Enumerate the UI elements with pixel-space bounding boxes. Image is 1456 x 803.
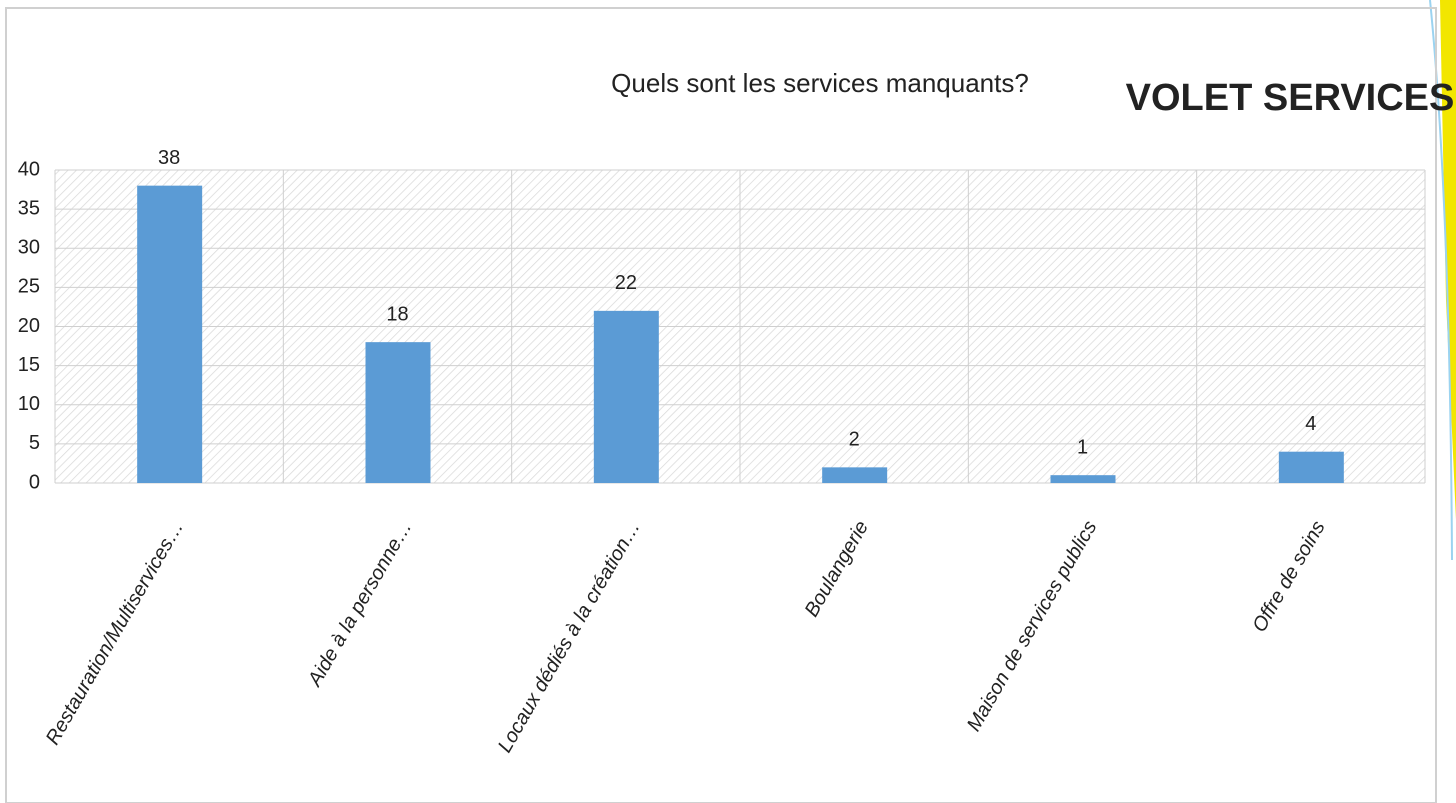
data-label: 38 [158,147,180,169]
bar [1278,451,1344,483]
x-tick-label: Aide à la personne… [303,517,416,691]
y-tick-label: 15 [18,354,40,376]
x-tick-label: Maison de services publics [963,517,1102,735]
bar [593,310,659,483]
bar [822,467,888,483]
header: VOLET SERVICES [1126,77,1455,119]
data-label: 18 [386,303,408,325]
data-label: 22 [615,272,637,294]
y-tick-label: 25 [18,276,40,298]
frame [5,7,1437,803]
y-tick-label: 30 [18,237,40,259]
x-tick-label: Boulangerie [801,517,873,620]
y-tick-label: 0 [29,471,40,493]
decoration [1440,0,1456,520]
y-tick-label: 20 [18,315,40,337]
y-tick-label: 10 [18,393,40,415]
bar [1050,475,1116,483]
x-tick-label: Restauration/Multiservices… [42,517,188,748]
bar [365,342,431,483]
chart-title: Quels sont les services manquants? [611,68,1029,98]
data-label: 2 [849,429,860,451]
data-label: 1 [1077,436,1088,458]
y-tick-label: 5 [29,432,40,454]
x-tick-label: Locaux dédiés à la création… [494,517,645,756]
y-tick-label: 35 [18,197,40,219]
data-label: 4 [1305,413,1316,435]
bar [137,185,203,483]
x-tick-label: Offre de soins [1248,517,1329,636]
y-tick-label: 40 [18,158,40,180]
